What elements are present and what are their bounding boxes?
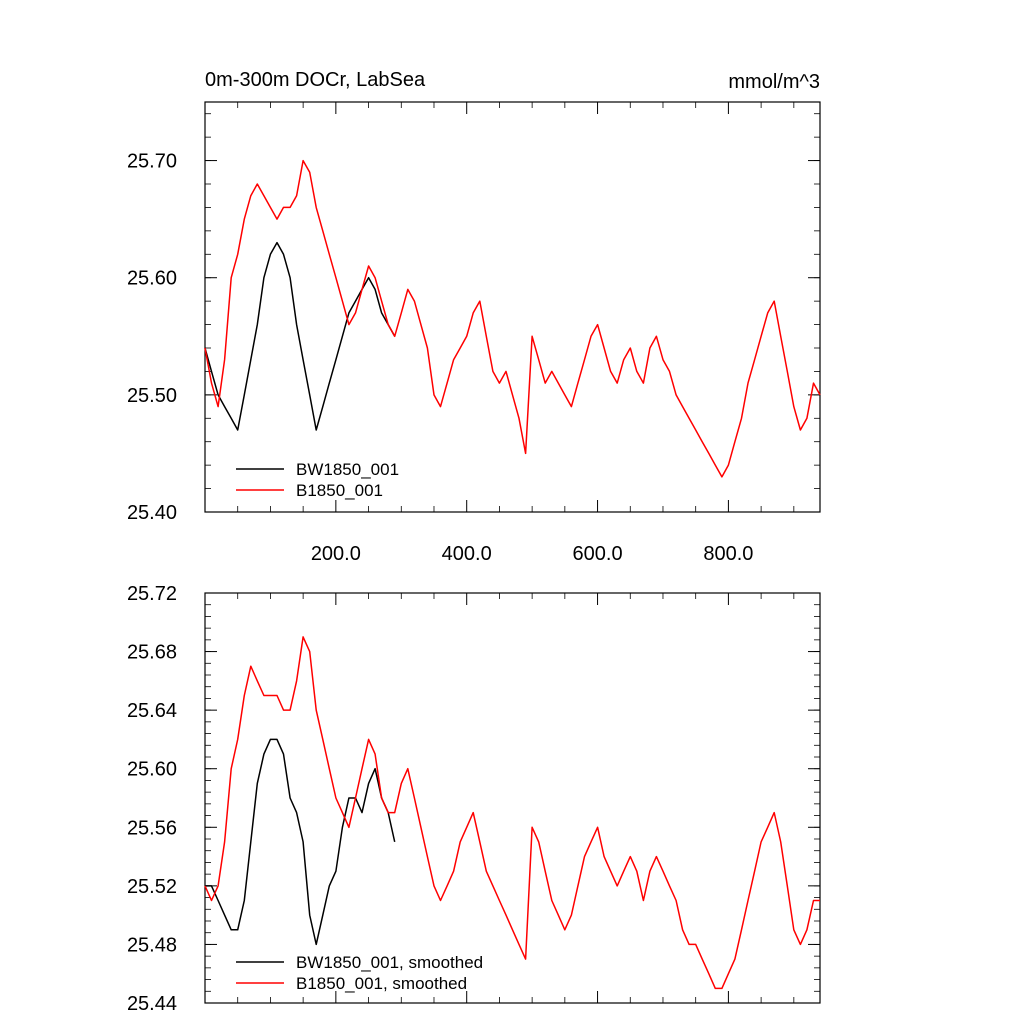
bottom-ytick-label: 25.44 [127,993,177,1015]
bottom-ytick-label: 25.52 [127,876,177,898]
bottom-series-line-1 [204,636,820,990]
bottom-plot: 25.44 25.48 25.52 25.56 25.60 25.64 25.68 25.72… [127,583,821,1015]
bottom-plot-frame [204,592,821,1004]
top-plot-frame [204,101,821,513]
bottom-legend-label-b1850: B1850_001, smoothed [296,974,467,993]
bottom-ytick-label: 25.60 [127,759,177,781]
bottom-ytick-label: 25.48 [127,934,177,956]
top-legend-label-bw1850: BW1850_001 [296,460,399,479]
bottom-ytick-label: 25.72 [127,583,177,605]
top-legend-label-b1850: B1850_001 [296,481,383,500]
top-ytick-label: 25.40 [127,502,177,524]
top-ytick-label: 25.50 [127,385,177,407]
top-plot-title: 0m-300m DOCr, LabSea [205,69,426,91]
bottom-legend-label-bw1850: BW1850_001, smoothed [296,953,483,972]
bottom-ytick-label: 25.64 [127,700,177,722]
top-xtick-label: 200.0 [311,543,361,565]
top-series-line-1 [204,159,821,478]
bottom-series-line-0 [205,738,396,946]
bottom-ytick-label: 25.56 [127,817,177,839]
top-plot-units: mmol/m^3 [728,71,820,93]
bottom-plot-series [204,636,820,990]
top-xtick-label: 400.0 [442,543,492,565]
bottom-ytick-label: 25.68 [127,642,177,664]
top-legend: BW1850_001 B1850_001 [236,460,399,500]
bottom-plot-ticks: 25.44 25.48 25.52 25.56 25.60 25.64 25.68 25.72 [127,583,820,1015]
top-ytick-label: 25.70 [127,151,177,173]
top-plot-ticks: 25.40 25.50 25.60 25.70 200.0 400.0 600.0 800.0 [127,102,820,565]
top-plot-series [204,159,821,478]
bottom-legend: BW1850_001, smoothed B1850_001, smoothed [236,953,483,993]
top-ytick-label: 25.60 [127,268,177,290]
top-xtick-label: 800.0 [703,543,753,565]
top-xtick-label: 600.0 [573,543,623,565]
top-plot: 0m-300m DOCr, LabSea mmol/m^3 25.40 25.50… [127,69,821,565]
